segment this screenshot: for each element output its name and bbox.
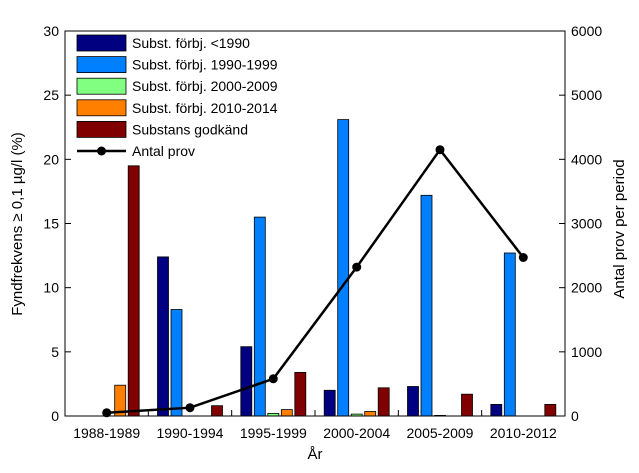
right-tick-label: 6000 xyxy=(571,23,602,39)
bar-5-2010-2012 xyxy=(544,403,557,417)
legend-line-marker xyxy=(97,146,106,156)
legend-swatch xyxy=(76,77,127,95)
line-point-1988-1989 xyxy=(102,408,112,418)
bars-layer xyxy=(114,119,557,417)
bar-5-1990-1994 xyxy=(211,405,223,417)
left-tick-label: 20 xyxy=(43,151,59,167)
x-tick-label: 1990-1994 xyxy=(157,425,224,441)
line-layer xyxy=(102,145,528,418)
y-axis-label-left: Fyndfrekvens ≥ 0,1 µg/l (%) xyxy=(9,132,26,316)
bar-5-1988-1989 xyxy=(127,165,140,417)
right-tick-label: 3000 xyxy=(571,216,602,232)
bar-2-2000-2004 xyxy=(337,119,350,417)
bar-5-1995-1999 xyxy=(294,371,307,417)
x-tick-label: 2005-2009 xyxy=(407,425,474,441)
x-tick-label: 2010-2012 xyxy=(490,425,557,441)
legend-label: Antal prov xyxy=(132,143,195,159)
x-tick-label: 1995-1999 xyxy=(240,425,307,441)
legend-label: Subst. förbj. 2000-2009 xyxy=(132,78,278,94)
x-tick-label: 2000-2004 xyxy=(323,425,390,441)
left-tick-label: 25 xyxy=(43,87,59,103)
bar-1-2005-2009 xyxy=(407,386,419,417)
axes-layer: 0 5 10 15 20 25 30 0 1000 2000 3000 4000 5000 6000 198… xyxy=(43,23,602,441)
left-tick-label: 5 xyxy=(51,344,59,360)
line-point-1995-1999 xyxy=(268,374,278,384)
x-axis-label: År xyxy=(308,446,323,463)
legend-label: Subst. förbj. 1990-1999 xyxy=(132,57,278,73)
legend-label: Substans godkänd xyxy=(132,121,248,137)
left-tick-label: 0 xyxy=(51,408,59,424)
legend-swatch xyxy=(76,34,127,52)
bar-5-2000-2004 xyxy=(377,387,390,417)
bar-2-2010-2012 xyxy=(503,252,516,417)
legend-swatch xyxy=(76,121,127,138)
legend-swatch xyxy=(76,99,127,117)
line-point-2000-2004 xyxy=(352,262,362,272)
left-tick-label: 15 xyxy=(43,216,59,232)
right-tick-label: 1000 xyxy=(571,344,602,360)
legend-swatch xyxy=(76,56,127,73)
bar-2-1995-1999 xyxy=(253,216,266,417)
x-tick-label: 1988-1989 xyxy=(73,425,140,441)
right-tick-label: 2000 xyxy=(571,280,602,296)
legend-background xyxy=(73,33,267,160)
bar-1-2010-2012 xyxy=(490,403,503,417)
right-tick-label: 4000 xyxy=(571,151,602,167)
bar-1-2000-2004 xyxy=(323,389,336,417)
line-antal-prov xyxy=(106,147,525,415)
left-tick-label: 30 xyxy=(43,23,59,39)
legend-label: Subst. förbj. 2010-2014 xyxy=(132,100,278,116)
line-point-2005-2009 xyxy=(435,145,445,155)
line-point-2010-2012 xyxy=(518,253,528,262)
bar-5-2005-2009 xyxy=(461,393,473,417)
right-tick-label: 5000 xyxy=(571,87,602,103)
bar-2-2005-2009 xyxy=(420,194,433,417)
legend-label: Subst. förbj. <1990 xyxy=(132,35,250,51)
bar-1-1995-1999 xyxy=(240,346,253,417)
left-tick-label: 10 xyxy=(43,280,59,296)
line-point-1990-1994 xyxy=(185,403,195,413)
bar-4-2000-2004 xyxy=(364,411,377,417)
bar-2-1990-1994 xyxy=(170,309,183,417)
bar-4-1995-1999 xyxy=(280,409,293,417)
right-tick-label: 0 xyxy=(571,408,579,424)
y-axis-label-right: Antal prov per period xyxy=(611,159,628,298)
bar-1-1990-1994 xyxy=(157,256,169,417)
legend: Subst. förbj. <1990 Subst. förbj. 1990-19… xyxy=(73,33,278,160)
